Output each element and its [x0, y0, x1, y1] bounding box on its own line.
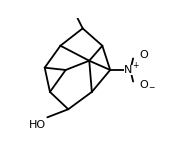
Text: +: +	[132, 61, 139, 70]
Text: O: O	[140, 50, 149, 60]
Text: N: N	[124, 65, 133, 75]
Text: −: −	[148, 83, 155, 92]
Text: O: O	[140, 80, 149, 90]
Text: HO: HO	[29, 120, 46, 130]
